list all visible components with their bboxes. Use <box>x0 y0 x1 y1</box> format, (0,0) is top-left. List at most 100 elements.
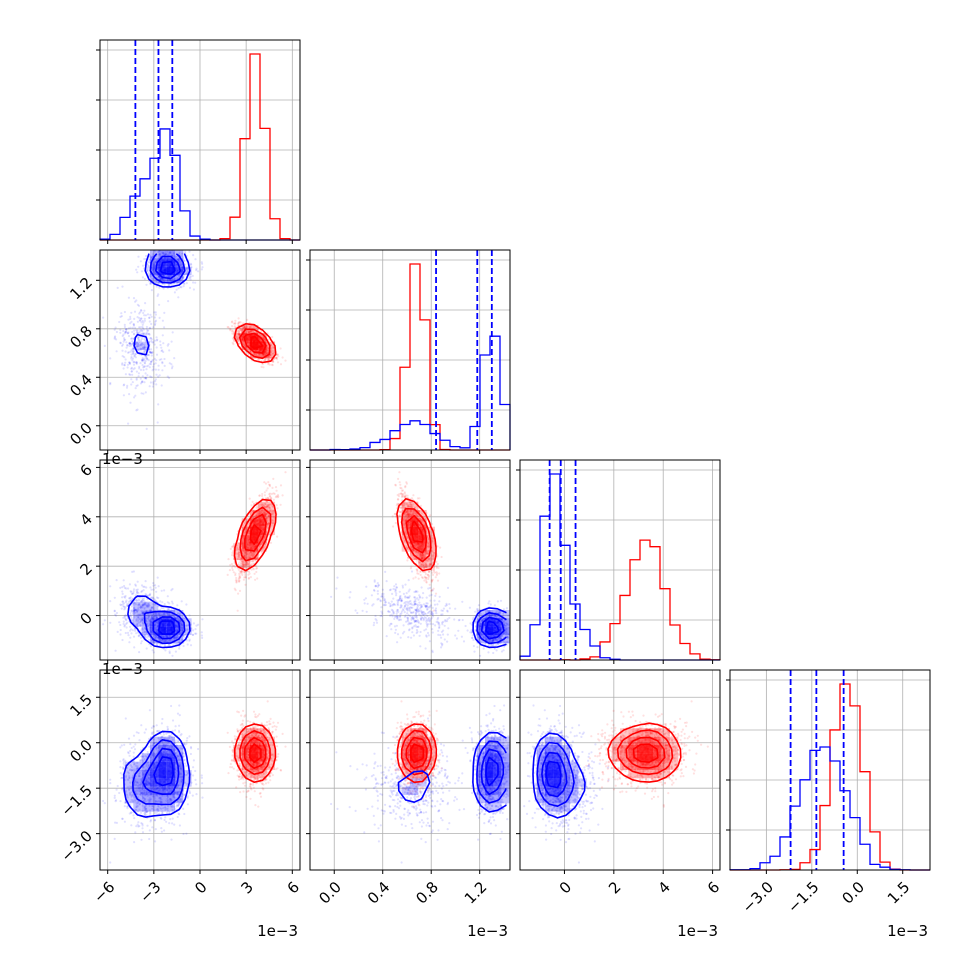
scatter-point <box>267 481 270 484</box>
scatter-point <box>201 266 204 269</box>
scatter-point <box>185 272 188 275</box>
scatter-point <box>157 636 160 639</box>
scatter-point <box>271 510 274 514</box>
scatter-point <box>250 563 254 566</box>
scatter-point <box>151 639 154 642</box>
scatter-point <box>134 584 137 587</box>
scatter-point <box>146 623 149 626</box>
scatter-point <box>154 320 157 323</box>
scatter-point <box>155 346 158 349</box>
scatter-point <box>185 282 188 285</box>
scatter-point <box>155 615 158 619</box>
scatter-point <box>276 358 279 361</box>
scatter-point <box>266 525 269 528</box>
scatter-point <box>154 313 157 316</box>
scatter-point <box>168 274 171 277</box>
scatter-point <box>254 578 257 581</box>
scatter-point <box>131 347 134 350</box>
scatter-point <box>182 285 185 288</box>
scatter-point <box>151 358 154 362</box>
scatter-point <box>235 336 238 339</box>
scatter-point <box>270 348 273 351</box>
scatter-point <box>143 361 146 364</box>
scatter-point <box>132 323 135 326</box>
scatter-point <box>121 344 124 347</box>
scatter-point <box>124 358 127 361</box>
scatter-point <box>162 275 165 278</box>
scatter-point <box>259 503 263 506</box>
scatter-point <box>252 559 255 562</box>
scatter-point <box>136 329 139 332</box>
scatter-point <box>124 331 127 334</box>
scatter-point <box>238 553 241 557</box>
scatter-point <box>131 359 134 362</box>
scatter-point <box>129 317 132 320</box>
scatter-point <box>256 557 259 560</box>
scatter-point <box>174 245 176 247</box>
scatter-point <box>266 523 270 526</box>
scatter-point <box>141 375 144 378</box>
scatter-point <box>140 342 144 345</box>
scatter-point <box>235 336 238 339</box>
scatter-point <box>267 503 270 506</box>
scatter-point <box>133 317 136 320</box>
scatter-point <box>153 357 156 360</box>
scatter-point <box>143 602 146 605</box>
scatter-point <box>240 565 243 568</box>
scatter-point <box>238 554 241 557</box>
scatter-point <box>123 383 126 386</box>
scatter-point <box>163 364 166 367</box>
scatter-point <box>157 275 161 278</box>
scatter-point <box>126 363 130 366</box>
scatter-point <box>129 322 132 325</box>
scatter-point <box>176 259 179 262</box>
scatter-point <box>266 357 269 360</box>
scatter-point <box>264 350 267 353</box>
scatter-point <box>141 347 144 350</box>
scatter-point <box>177 287 180 290</box>
scatter-point <box>130 383 133 386</box>
scatter-point <box>190 627 193 630</box>
scatter-point <box>251 500 254 503</box>
scatter-point <box>145 586 148 589</box>
scatter-point <box>235 546 238 549</box>
scatter-point <box>176 611 179 615</box>
scatter-point <box>162 278 165 281</box>
scatter-point <box>244 552 247 555</box>
scatter-point <box>141 323 144 326</box>
scatter-point <box>125 341 128 344</box>
scatter-point <box>170 283 173 286</box>
scatter-point <box>152 326 155 329</box>
scatter-point <box>161 369 164 372</box>
scatter-point <box>268 506 271 509</box>
scatter-point <box>151 351 154 354</box>
scatter-point <box>150 289 153 292</box>
scatter-point <box>254 558 257 562</box>
scatter-point <box>136 622 139 625</box>
scatter-point <box>195 267 198 270</box>
scatter-point <box>148 629 151 633</box>
scatter-point <box>131 351 134 354</box>
scatter-point <box>154 368 157 371</box>
scatter-point <box>255 514 258 517</box>
scatter-point <box>180 638 184 641</box>
scatter-point <box>141 330 144 333</box>
scatter-point <box>121 355 124 358</box>
scatter-point <box>247 330 250 333</box>
scatter-point <box>240 328 243 331</box>
scatter-point <box>245 553 248 556</box>
scatter-point <box>239 570 243 573</box>
scatter-point <box>138 326 141 329</box>
scatter-point <box>277 495 280 498</box>
scatter-point <box>138 349 141 352</box>
scatter-point <box>148 275 151 278</box>
scatter-point <box>159 340 162 343</box>
scatter-point <box>139 319 142 322</box>
scatter-point <box>238 561 241 564</box>
scatter-point <box>240 558 243 561</box>
scatter-point <box>247 573 250 576</box>
scatter-point <box>249 563 252 567</box>
scatter-point <box>269 354 273 357</box>
scatter-point <box>129 636 132 639</box>
scatter-point <box>150 322 153 326</box>
